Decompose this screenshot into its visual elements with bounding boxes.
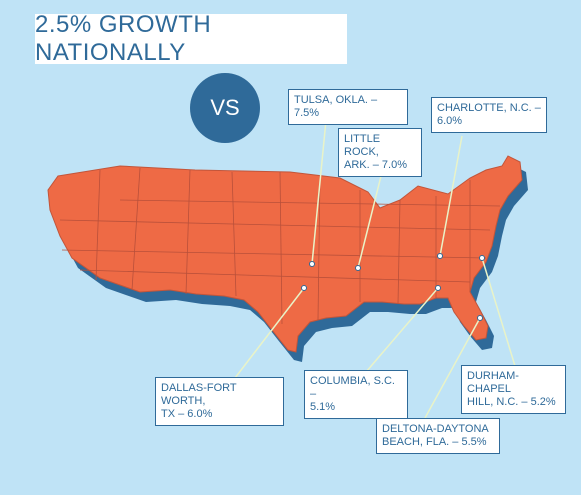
label-little-rock: LITTLE ROCK, ARK. – 7.0% — [338, 128, 422, 177]
leader-deltona — [424, 317, 481, 419]
city-markers — [301, 253, 485, 321]
marker-durham — [479, 255, 485, 261]
label-deltona: DELTONA-DAYTONA BEACH, FLA. – 5.5% — [376, 418, 500, 454]
leader-durham — [481, 257, 516, 367]
label-charlotte: CHARLOTTE, N.C. – 6.0% — [431, 97, 547, 133]
marker-little-rock — [355, 265, 361, 271]
marker-dallas — [301, 285, 307, 291]
leader-charlotte — [439, 135, 463, 257]
leader-tulsa — [311, 109, 328, 265]
leader-columbia — [365, 287, 439, 373]
marker-charlotte — [437, 253, 443, 259]
label-dallas: DALLAS-FORT WORTH, TX – 6.0% — [155, 377, 284, 426]
page-title: 2.5% GROWTH NATIONALLY — [35, 11, 212, 66]
vs-badge: VS — [190, 73, 260, 143]
title-box: 2.5% GROWTH NATIONALLY — [35, 11, 347, 66]
marker-columbia — [435, 285, 441, 291]
state-borders — [59, 167, 501, 325]
label-tulsa: TULSA, OKLA. – 7.5% — [288, 89, 408, 125]
leader-dallas — [234, 287, 305, 379]
label-columbia: COLUMBIA, S.C. – 5.1% — [304, 370, 408, 419]
label-durham: DURHAM-CHAPEL HILL, N.C. – 5.2% — [461, 365, 566, 414]
vs-label: VS — [210, 95, 240, 120]
marker-deltona — [477, 315, 483, 321]
leader-lines — [234, 109, 516, 419]
marker-tulsa — [309, 261, 315, 267]
leader-little-rock — [357, 171, 383, 269]
